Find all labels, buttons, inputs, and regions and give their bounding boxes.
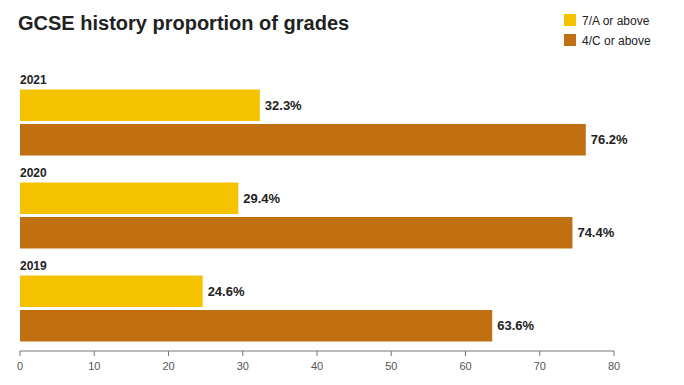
legend: 7/A or above 4/C or above xyxy=(564,14,651,48)
tick-label: 60 xyxy=(459,360,471,372)
tick xyxy=(168,351,169,356)
bar xyxy=(20,217,572,249)
tick-label: 70 xyxy=(534,360,546,372)
data-label: 29.4% xyxy=(243,191,280,206)
tick xyxy=(242,351,243,356)
bar xyxy=(20,276,203,308)
chart: GCSE history proportion of grades 7/A or … xyxy=(0,0,684,385)
bar xyxy=(20,310,492,342)
x-axis: 0 10 20 30 40 50 60 70 80 xyxy=(17,351,620,372)
tick xyxy=(465,351,466,356)
tick-label: 50 xyxy=(385,360,397,372)
legend-swatch xyxy=(564,34,576,46)
title: GCSE history proportion of grades xyxy=(18,12,349,34)
labels: 2021 32.3% 76.2% 2020 29.4% 74.4% 2019 24.6% 63.… xyxy=(20,73,628,333)
tick xyxy=(94,351,95,356)
data-label: 76.2% xyxy=(591,132,628,147)
tick-label: 0 xyxy=(17,360,23,372)
category-label: 2021 xyxy=(20,73,47,87)
tick-label: 80 xyxy=(608,360,620,372)
tick xyxy=(614,351,615,356)
bar xyxy=(20,183,238,215)
tick xyxy=(391,351,392,356)
data-label: 63.6% xyxy=(497,318,534,333)
tick-label: 30 xyxy=(237,360,249,372)
category-label: 2020 xyxy=(20,166,47,180)
data-label: 74.4% xyxy=(577,225,614,240)
tick xyxy=(539,351,540,356)
legend-swatch xyxy=(564,14,576,26)
tick xyxy=(20,351,21,356)
category-label: 2019 xyxy=(20,259,47,273)
tick xyxy=(317,351,318,356)
bar xyxy=(20,90,260,122)
legend-label: 7/A or above xyxy=(582,14,650,28)
tick-label: 20 xyxy=(162,360,174,372)
bars xyxy=(20,90,586,342)
legend-label: 4/C or above xyxy=(582,34,651,48)
tick-label: 10 xyxy=(88,360,100,372)
bar xyxy=(20,124,586,156)
tick-label: 40 xyxy=(311,360,323,372)
data-label: 24.6% xyxy=(208,284,245,299)
data-label: 32.3% xyxy=(265,98,302,113)
